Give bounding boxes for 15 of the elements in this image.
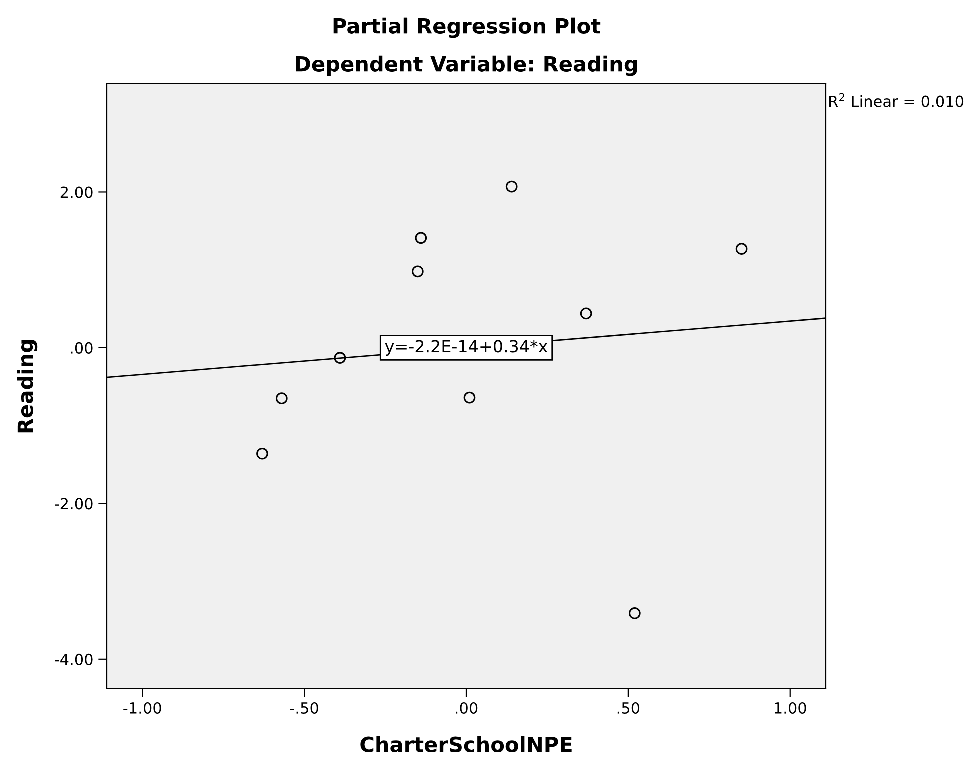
y-axis-title: Reading xyxy=(17,340,38,433)
annotation: y=-2.2E-14+0.34*x xyxy=(385,340,548,356)
x-tick-label: .00 xyxy=(456,702,478,714)
text: R$^{2}$ Linear = 0.010 xyxy=(830,93,964,108)
y-tick-label: .00 xyxy=(71,342,93,354)
x-tick-label: 1.00 xyxy=(775,702,806,714)
x-axis-title: CharterSchoolNPE xyxy=(360,736,572,753)
y-tick-label: -2.00 xyxy=(55,498,93,510)
chart-subtitle: Dependent Variable: Reading xyxy=(296,56,638,76)
x-tick-label: .50 xyxy=(618,702,640,714)
y-tick-label: -4.00 xyxy=(55,654,93,666)
y-tick-label: 2.00 xyxy=(60,186,93,198)
chart-title: Partial Regression Plot xyxy=(334,18,601,38)
x-tick-label: -1.00 xyxy=(124,702,162,714)
x-tick-label: -.50 xyxy=(290,702,318,714)
